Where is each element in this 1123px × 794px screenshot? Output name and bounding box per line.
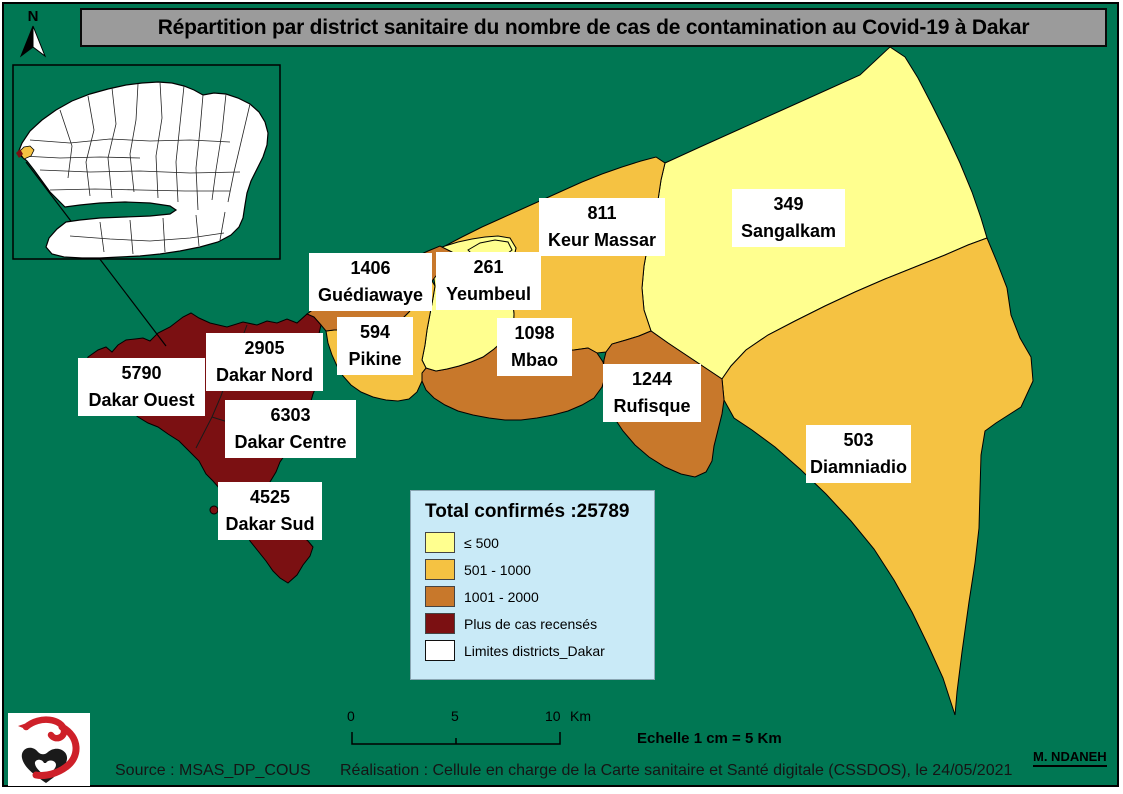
scale-tick-10: 10: [545, 708, 561, 724]
source-text: Source : MSAS_DP_COUS: [115, 762, 311, 779]
health-snake-icon: [18, 716, 80, 783]
district-label-dakar-nord: 2905 Dakar Nord: [206, 333, 323, 391]
legend-label: Plus de cas recensés: [464, 615, 598, 632]
legend-swatch-mid: [425, 586, 455, 607]
legend-label: 501 - 1000: [464, 561, 531, 578]
legend-label: 1001 - 2000: [464, 588, 539, 605]
author-signature: M. NDANEH: [1033, 749, 1107, 767]
senegal-district-borders: [21, 81, 251, 255]
realisation-text: Réalisation : Cellule en charge de la Ca…: [340, 762, 1013, 779]
case-count: 6303: [270, 405, 311, 425]
district-name: Dakar Sud: [225, 514, 315, 534]
scale-tick-0: 0: [347, 708, 355, 724]
legend-swatch-limits: [425, 640, 455, 661]
legend-title: Total confirmés :25789: [425, 501, 630, 522]
case-count: 349: [773, 194, 804, 214]
inset-dakar-highlight-dark: [16, 149, 23, 158]
district-name: Keur Massar: [547, 230, 657, 250]
inset-dakar-highlight: [18, 145, 35, 160]
district-name: Rufisque: [613, 396, 691, 416]
map-title: Répartition par district sanitaire du no…: [80, 8, 1107, 47]
district-label-diamniadio: 503 Diamniadio: [806, 425, 911, 483]
inset-senegal-map: [12, 64, 281, 260]
district-label-dakar-centre: 6303 Dakar Centre: [225, 400, 356, 458]
legend-row: ≤ 500: [411, 529, 654, 556]
district-name: Sangalkam: [740, 221, 837, 241]
case-count: 5790: [121, 363, 162, 383]
legend-label: Limites districts_Dakar: [464, 642, 605, 659]
case-count: 1406: [350, 258, 391, 278]
district-label-mbao: 1098 Mbao: [497, 318, 572, 376]
legend-label: ≤ 500: [464, 534, 499, 551]
case-count: 261: [473, 257, 504, 277]
scale-bar-line: [351, 732, 561, 745]
scale-tick-5: 5: [451, 708, 459, 724]
legend-swatch-low2: [425, 559, 455, 580]
district-name: Pikine: [348, 349, 402, 369]
district-label-guediawaye: 1406 Guédiawaye: [309, 253, 432, 311]
ministry-logo: [8, 713, 90, 786]
district-name: Mbao: [511, 350, 558, 370]
district-name: Diamniadio: [809, 457, 907, 477]
legend-swatch-max: [425, 613, 455, 634]
district-label-sangalkam: 349 Sangalkam: [732, 189, 845, 247]
district-name: Dakar Centre: [234, 432, 347, 452]
legend-row: Plus de cas recensés: [411, 610, 654, 637]
legend-row: 1001 - 2000: [411, 583, 654, 610]
district-label-dakar-sud: 4525 Dakar Sud: [218, 482, 322, 540]
inset-frame: [12, 64, 281, 260]
legend: Total confirmés :25789 ≤ 500 501 - 1000 …: [410, 490, 655, 680]
case-count: 1098: [514, 323, 555, 343]
district-name: Dakar Ouest: [88, 390, 195, 410]
district-name: Dakar Nord: [215, 365, 314, 385]
scale-note: Echelle 1 cm = 5 Km: [637, 730, 782, 747]
case-count: 2905: [244, 338, 285, 358]
bottom-margin: [0, 787, 1123, 794]
district-label-keur-massar: 811 Keur Massar: [539, 198, 665, 256]
scale-unit: Km: [570, 708, 591, 724]
district-label-dakar-ouest: 5790 Dakar Ouest: [78, 358, 205, 416]
north-arrow: N: [19, 8, 47, 58]
district-name: Yeumbeul: [445, 284, 532, 304]
district-label-pikine: 594 Pikine: [337, 317, 413, 375]
islet-shape: [209, 505, 219, 515]
north-label: N: [28, 8, 39, 25]
district-name: Guédiawaye: [317, 285, 424, 305]
legend-row: 501 - 1000: [411, 556, 654, 583]
legend-swatch-low1: [425, 532, 455, 553]
scale-bar: 0 5 10 Km: [338, 708, 598, 752]
legend-row: Limites districts_Dakar: [411, 637, 654, 664]
case-count: 4525: [249, 487, 291, 507]
senegal-outline: [17, 81, 269, 259]
district-label-yeumbeul: 261 Yeumbeul: [436, 252, 541, 310]
district-label-rufisque: 1244 Rufisque: [603, 364, 701, 422]
case-count: 811: [587, 203, 617, 223]
case-count: 594: [359, 322, 391, 342]
case-count: 503: [843, 430, 874, 450]
case-count: 1244: [631, 369, 673, 389]
